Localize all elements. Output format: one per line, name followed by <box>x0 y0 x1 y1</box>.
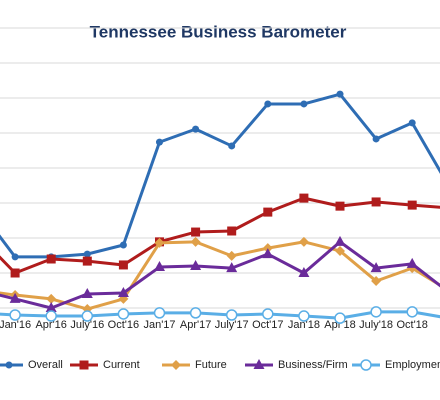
data-point <box>407 200 417 210</box>
data-point <box>226 262 238 273</box>
data-point <box>371 197 381 207</box>
x-tick-label: July'18 <box>359 319 393 331</box>
series-line <box>0 310 440 320</box>
data-point <box>406 257 418 268</box>
data-point <box>262 248 274 259</box>
data-point <box>335 201 345 211</box>
data-point <box>336 90 344 98</box>
data-point <box>189 307 202 319</box>
data-point <box>190 260 202 270</box>
data-point <box>334 235 346 246</box>
data-point <box>225 309 238 321</box>
data-point <box>192 125 200 133</box>
data-point <box>372 135 380 143</box>
data-point <box>10 268 20 278</box>
data-point <box>9 309 21 321</box>
legend-label: Overall <box>28 359 63 371</box>
data-point <box>153 307 166 319</box>
data-point <box>46 293 57 304</box>
x-tick-label: Oct'18 <box>396 319 427 331</box>
legend-label: Current <box>103 359 140 371</box>
chart-title: Tennessee Business Barometer <box>90 22 347 41</box>
data-point <box>335 245 345 256</box>
data-point <box>371 276 382 287</box>
data-point <box>45 310 57 322</box>
data-point <box>190 236 201 247</box>
data-point <box>264 100 272 108</box>
data-point <box>11 253 19 261</box>
data-point <box>226 250 237 261</box>
series-line <box>0 240 440 311</box>
data-point <box>117 308 130 320</box>
data-point <box>119 241 127 249</box>
x-tick-label: Oct'16 <box>108 319 139 331</box>
x-tick-label: Apr'16 <box>35 319 66 331</box>
data-point <box>370 306 382 318</box>
data-point <box>9 292 21 303</box>
legend-swatch-marker <box>253 359 265 369</box>
legend-swatch-marker <box>79 360 89 370</box>
series-line <box>0 240 440 310</box>
data-point <box>298 310 310 322</box>
legend-label: Employment <box>385 359 440 371</box>
data-point <box>46 254 56 264</box>
x-tick-label: Jan'17 <box>143 319 175 331</box>
data-point <box>81 288 93 298</box>
data-point <box>117 286 129 297</box>
data-point <box>82 256 92 266</box>
x-tick-label: Apr'18 <box>324 319 355 331</box>
x-tick-label: Apr'17 <box>180 319 211 331</box>
data-point <box>298 267 310 277</box>
data-point <box>370 262 382 273</box>
data-point <box>81 310 94 322</box>
legend-label: Future <box>195 359 227 371</box>
data-point <box>154 237 165 248</box>
x-tick-label: Jan'18 <box>288 319 320 331</box>
data-point <box>299 193 309 203</box>
data-point <box>228 142 236 150</box>
x-tick-label: July'16 <box>70 319 104 331</box>
data-point <box>154 261 165 272</box>
data-point <box>300 100 308 108</box>
data-point <box>118 260 128 270</box>
legend-swatch-marker <box>171 360 181 370</box>
data-point <box>45 302 57 312</box>
data-point <box>408 119 416 127</box>
x-tick-label: Oct'17 <box>252 319 283 331</box>
data-point <box>298 236 309 247</box>
legend-swatch-marker <box>5 361 13 369</box>
x-tick-label: July'17 <box>215 319 249 331</box>
data-point <box>262 308 274 320</box>
data-point <box>406 306 418 318</box>
series-line <box>0 196 440 275</box>
data-point <box>191 227 201 237</box>
legend-swatch-marker <box>360 359 372 371</box>
series-line <box>0 92 440 259</box>
data-point <box>334 312 346 324</box>
data-point <box>156 138 163 146</box>
legend-label: Business/Firm <box>278 359 348 371</box>
x-tick-label: Jan'16 <box>0 319 31 331</box>
data-point <box>263 207 273 217</box>
data-point <box>83 250 91 258</box>
data-point <box>227 226 237 236</box>
